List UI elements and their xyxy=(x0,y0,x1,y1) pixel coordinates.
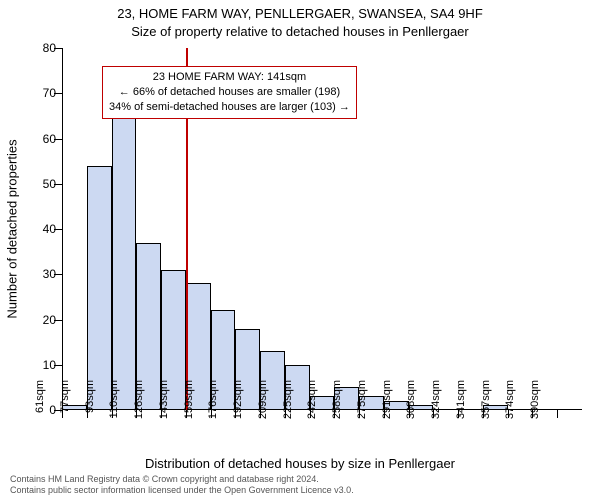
x-tick-label: 308sqm xyxy=(405,380,417,420)
chart-title-description: Size of property relative to detached ho… xyxy=(0,24,600,39)
x-tick-label: 324sqm xyxy=(430,380,442,420)
x-axis-label: Distribution of detached houses by size … xyxy=(0,456,600,471)
x-tick-label: 61sqm xyxy=(34,380,46,420)
chart-title-address: 23, HOME FARM WAY, PENLLERGAER, SWANSEA,… xyxy=(0,6,600,21)
x-tick-label: 93sqm xyxy=(84,380,96,420)
x-tick-label: 275sqm xyxy=(356,380,368,420)
x-tick-label: 77sqm xyxy=(59,380,71,420)
y-tick-label: 0 xyxy=(0,403,56,417)
annotation-line-1: 23 HOME FARM WAY: 141sqm xyxy=(109,70,350,85)
x-tick-label: 143sqm xyxy=(158,380,170,420)
x-tick-label: 374sqm xyxy=(504,380,516,420)
plot-area: 23 HOME FARM WAY: 141sqm ← 66% of detach… xyxy=(62,48,582,410)
annotation-line-3: 34% of semi-detached houses are larger (… xyxy=(109,100,350,115)
footer-attribution: Contains HM Land Registry data © Crown c… xyxy=(10,474,354,497)
x-tick-label: 225sqm xyxy=(282,380,294,420)
footer-line-1: Contains HM Land Registry data © Crown c… xyxy=(10,474,354,485)
x-tick-label: 357sqm xyxy=(480,380,492,420)
y-tick-label: 70 xyxy=(0,86,56,100)
histogram-bar xyxy=(87,166,112,410)
x-tick-label: 209sqm xyxy=(257,380,269,420)
y-tick-label: 40 xyxy=(0,222,56,236)
annotation-box: 23 HOME FARM WAY: 141sqm ← 66% of detach… xyxy=(102,66,357,119)
x-tick-label: 390sqm xyxy=(529,380,541,420)
x-tick-label: 176sqm xyxy=(207,380,219,420)
x-tick-label: 126sqm xyxy=(133,380,145,420)
y-tick-label: 30 xyxy=(0,267,56,281)
x-tick-label: 341sqm xyxy=(455,380,467,420)
x-tick-label: 258sqm xyxy=(331,380,343,420)
x-tick xyxy=(557,410,558,418)
y-tick-label: 60 xyxy=(0,132,56,146)
chart-container: 23, HOME FARM WAY, PENLLERGAER, SWANSEA,… xyxy=(0,0,600,500)
x-tick-label: 242sqm xyxy=(306,380,318,420)
y-tick-label: 80 xyxy=(0,41,56,55)
x-tick-label: 291sqm xyxy=(381,380,393,420)
annotation-line-2: ← 66% of detached houses are smaller (19… xyxy=(109,85,350,100)
x-tick-label: 110sqm xyxy=(108,380,120,420)
footer-line-2: Contains public sector information licen… xyxy=(10,485,354,496)
histogram-bar xyxy=(112,107,137,410)
y-tick-label: 50 xyxy=(0,177,56,191)
x-tick-label: 159sqm xyxy=(183,380,195,420)
y-tick-label: 20 xyxy=(0,313,56,327)
x-tick-label: 192sqm xyxy=(232,380,244,420)
y-tick-label: 10 xyxy=(0,358,56,372)
